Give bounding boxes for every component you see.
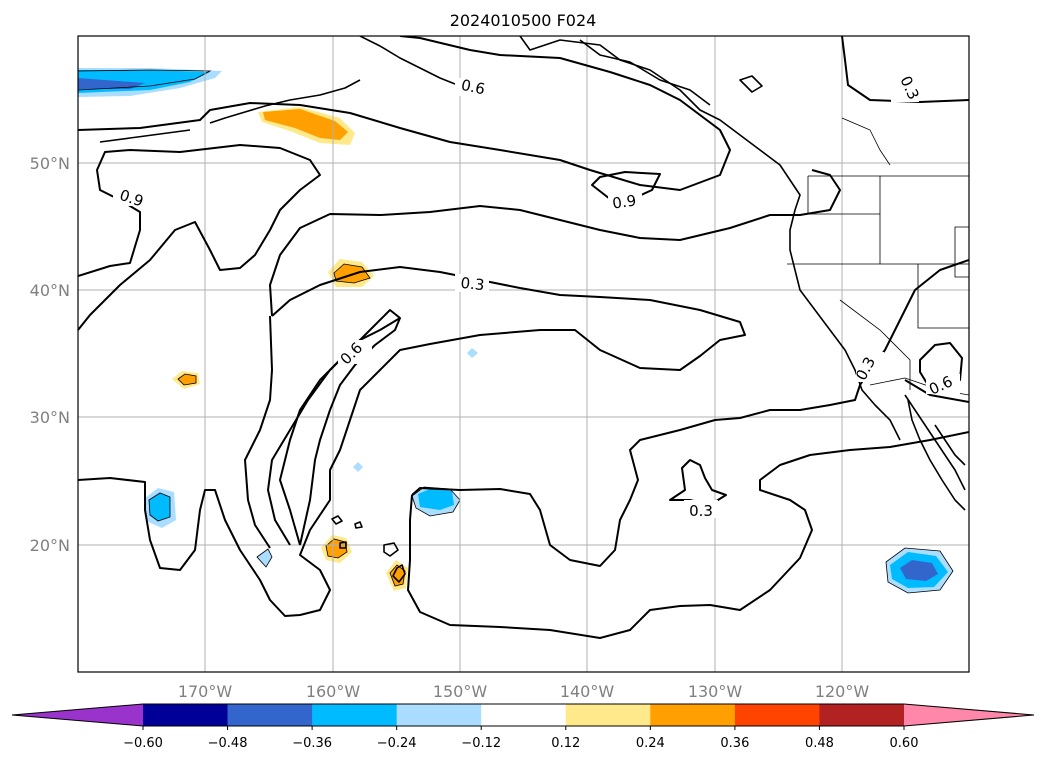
lat-label-30n: 30°N: [30, 408, 70, 427]
colorbar-extend-min: [12, 704, 143, 726]
colorbar-tick-label: 0.24: [636, 736, 665, 751]
colorbar-segment: [481, 704, 567, 726]
colorbar: −0.60 −0.48 −0.36 −0.24 −0.12 0.12 0.24 0.36 0.4…: [11, 703, 1035, 751]
lon-label-170w: 170°W: [178, 682, 233, 701]
colorbar-tick-label: −0.12: [461, 736, 501, 751]
colorbar-segment: [143, 704, 229, 726]
colorbar-tick-label: 0.36: [720, 736, 749, 751]
shade-orange-hi2: [390, 565, 405, 586]
coastlines: [99, 36, 966, 583]
shade-cyan-hi: [418, 489, 454, 510]
colorbar-segment: [565, 704, 651, 726]
chart-title: 2024010500 F024: [450, 11, 597, 30]
lon-label-140w: 140°W: [560, 682, 615, 701]
colorbar-segment: [650, 704, 736, 726]
gridlines: [78, 36, 969, 672]
map-panel: 0.6 0.3 0.9 0.9 0.3 0.6 0.3 0.3 0.6: [77, 35, 970, 673]
lat-label-20n: 20°N: [30, 536, 70, 555]
lon-label-150w: 150°W: [433, 682, 488, 701]
contour-label-1: 0.6: [459, 76, 486, 99]
map-frame: [77, 35, 970, 673]
colorbar-tick-label: 0.48: [805, 736, 834, 751]
shade-cyan-w: [149, 493, 170, 521]
colorbar-segment: [396, 704, 482, 726]
lon-label-160w: 160°W: [306, 682, 361, 701]
lat-label-40n: 40°N: [30, 281, 70, 300]
colorbar-segment: [819, 704, 905, 726]
colorbar-extend-max: [904, 704, 1034, 726]
colorbar-segment: [227, 704, 313, 726]
contour-label-4: 0.9: [611, 191, 637, 212]
shade-orange-aleutian: [263, 109, 348, 140]
shade-orange-small: [178, 374, 196, 385]
longitude-labels: 170°W 160°W 150°W 140°W 130°W 120°W: [178, 682, 870, 701]
colorbar-segment: [734, 704, 820, 726]
colorbar-tick-label: −0.60: [123, 736, 163, 751]
contour-label-5: 0.3: [460, 274, 486, 294]
shade-blue-nw: [78, 78, 145, 89]
colorbar-tick-label: 0.12: [551, 736, 580, 751]
latitude-labels: 50°N 40°N 30°N 20°N: [30, 154, 70, 555]
contours: [78, 36, 969, 639]
colorbar-tick-label: −0.48: [208, 736, 248, 751]
colorbar-segment: [312, 704, 398, 726]
colorbar-tick-label: 0.60: [890, 736, 919, 751]
borders: [787, 117, 969, 396]
shaded-anomalies: [78, 68, 953, 593]
shade-orange-hi1: [326, 539, 347, 558]
colorbar-tick-label: −0.36: [292, 736, 332, 751]
colorbar-tick-label: −0.24: [377, 736, 417, 751]
lon-label-120w: 120°W: [815, 682, 870, 701]
lat-label-50n: 50°N: [30, 154, 70, 173]
lon-label-130w: 130°W: [688, 682, 743, 701]
thin-outlines: [78, 69, 954, 594]
shade-blue-se: [900, 560, 938, 581]
contour-label-8: 0.3: [689, 502, 713, 520]
